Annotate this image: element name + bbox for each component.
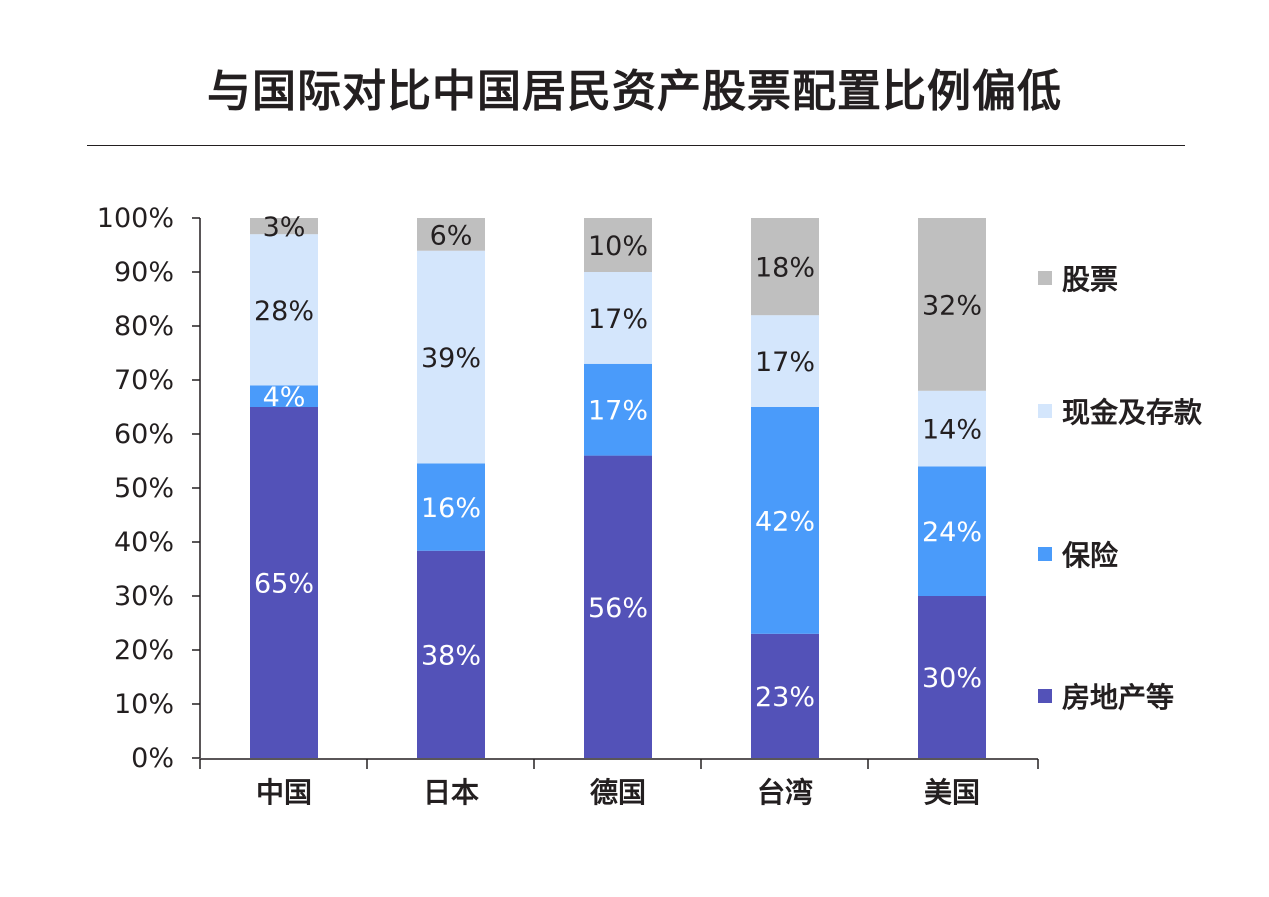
data-label: 38%	[421, 640, 481, 671]
y-tick-label: 10%	[114, 689, 174, 720]
data-label: 17%	[588, 396, 648, 427]
y-tick-label: 60%	[114, 419, 174, 450]
data-label: 16%	[421, 493, 481, 524]
x-tick-label: 日本	[423, 776, 479, 809]
y-tick-label: 100%	[97, 203, 174, 234]
y-tick-label: 40%	[114, 527, 174, 558]
data-label: 6%	[430, 220, 473, 251]
data-label: 42%	[755, 506, 815, 537]
data-label: 32%	[922, 290, 982, 321]
y-tick-label: 80%	[114, 311, 174, 342]
data-label: 17%	[588, 304, 648, 335]
data-label: 65%	[254, 569, 314, 600]
data-label: 3%	[263, 212, 306, 243]
legend-label: 现金及存款	[1062, 396, 1203, 429]
x-tick-label: 台湾	[757, 776, 813, 809]
bars-group	[250, 218, 986, 758]
bar-segment	[751, 315, 819, 407]
bar-segment	[417, 550, 485, 758]
bar-segment	[584, 218, 652, 272]
legend-swatch	[1038, 271, 1052, 285]
bar-segment	[584, 455, 652, 758]
data-label: 39%	[421, 343, 481, 374]
bar-segment	[250, 218, 318, 235]
data-label: 10%	[588, 231, 648, 262]
bar-segment	[584, 363, 652, 456]
y-tick-label: 30%	[114, 581, 174, 612]
data-label: 24%	[922, 517, 982, 548]
y-tick-label: 70%	[114, 365, 174, 396]
legend-item: 房地产等	[1038, 676, 1174, 716]
bar-segment	[751, 407, 819, 634]
data-label: 14%	[922, 415, 982, 446]
data-label: 4%	[263, 382, 306, 413]
bar-segment	[918, 218, 986, 391]
data-label: 17%	[755, 347, 815, 378]
legend-swatch	[1038, 689, 1052, 703]
title-divider	[87, 145, 1185, 146]
y-tick-label: 50%	[114, 473, 174, 504]
chart-title: 与国际对比中国居民资产股票配置比例偏低	[207, 66, 1062, 117]
bar-segment	[250, 234, 318, 386]
bar-segment	[250, 407, 318, 758]
data-label: 30%	[922, 663, 982, 694]
data-label: 28%	[254, 296, 314, 327]
x-tick-label: 德国	[590, 776, 646, 809]
legend-swatch	[1038, 547, 1052, 561]
bar-segment	[918, 390, 986, 467]
bar-segment	[417, 463, 485, 551]
legend-item: 保险	[1038, 534, 1118, 574]
legend-item: 股票	[1038, 258, 1118, 298]
data-labels-group: 65% 4% 28% 3% 38% 16% 39% 6% 56% 17% 17% 10% 23% 42% 1…	[254, 212, 982, 713]
y-tick-label: 20%	[114, 635, 174, 666]
y-tick-label: 90%	[114, 257, 174, 288]
data-label: 23%	[755, 682, 815, 713]
bar-segment	[417, 218, 485, 251]
bar-segment	[584, 272, 652, 364]
bar-segment	[417, 250, 485, 464]
bar-segment	[918, 596, 986, 758]
bar-segment	[751, 218, 819, 316]
bar-segment	[250, 385, 318, 407]
legend-label: 房地产等	[1062, 681, 1175, 714]
axes: 0% 10% 20% 30% 40% 50% 60% 70% 80% 90% 100% 中国 日本 德国 台…	[97, 203, 1039, 809]
data-label: 56%	[588, 593, 648, 624]
bar-segment	[918, 466, 986, 596]
legend-label: 保险	[1062, 539, 1119, 572]
y-tick-label: 0%	[131, 743, 174, 774]
bar-segment	[751, 633, 819, 758]
legend-swatch	[1038, 404, 1052, 418]
x-tick-label: 美国	[924, 776, 980, 809]
x-tick-label: 中国	[256, 776, 312, 809]
legend-label: 股票	[1062, 263, 1119, 296]
legend-item: 现金及存款	[1038, 391, 1202, 431]
data-label: 18%	[755, 253, 815, 284]
